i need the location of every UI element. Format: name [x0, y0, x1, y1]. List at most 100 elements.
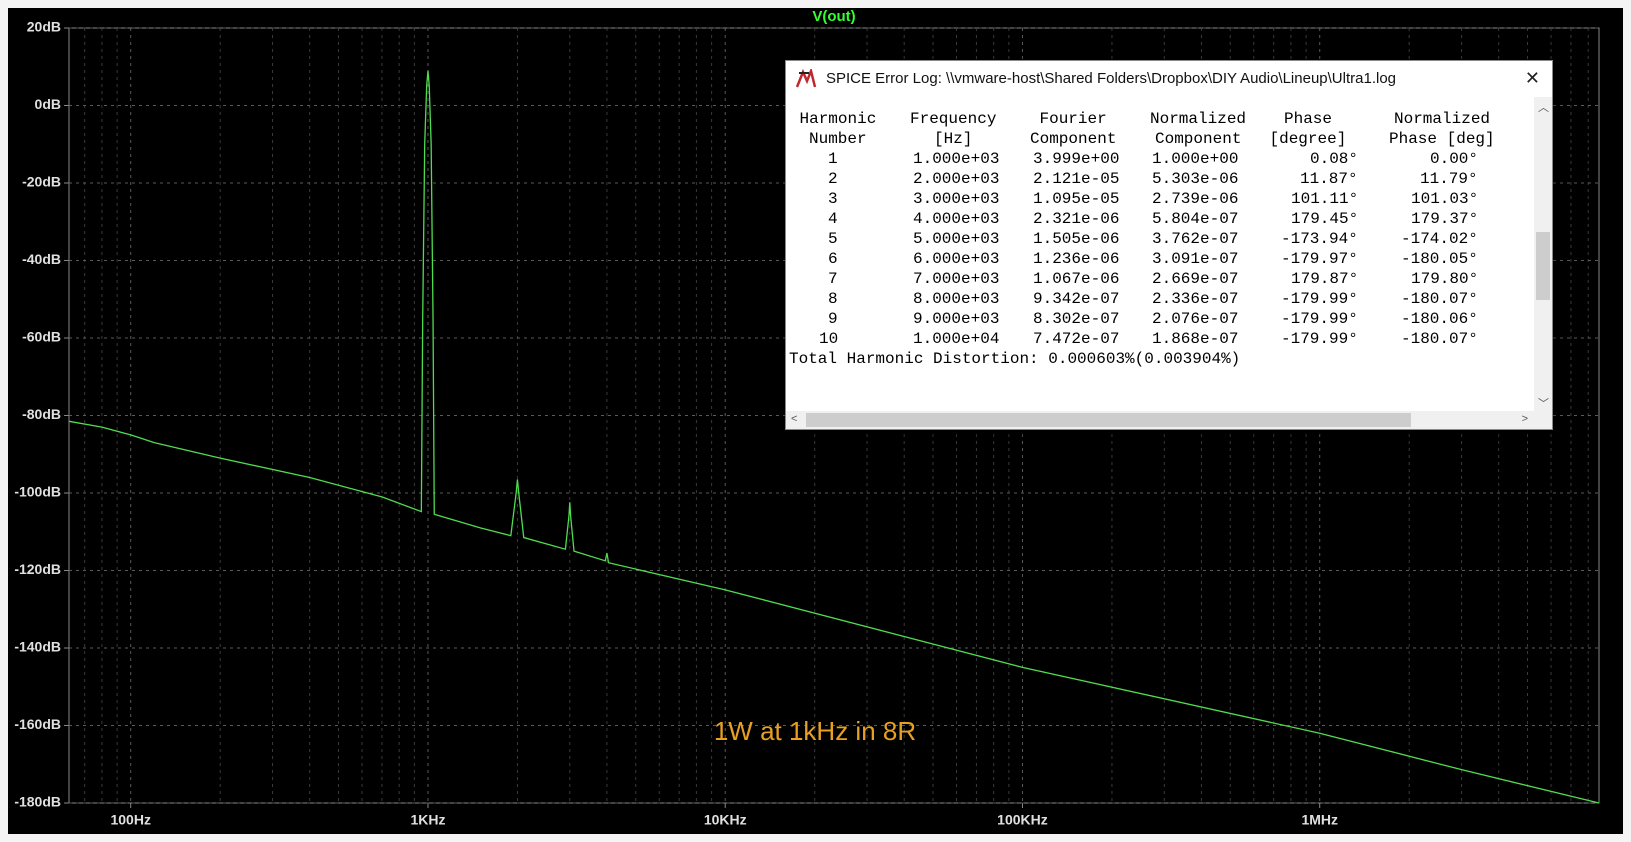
vertical-scrollbar[interactable]: ︿ ﹀	[1534, 97, 1552, 413]
table-cell: 6	[828, 250, 838, 268]
column-header: Number	[809, 130, 867, 148]
table-cell: 0.00°	[1430, 150, 1479, 168]
y-tick-label: -180dB	[14, 794, 61, 810]
horizontal-scrollbar[interactable]: < >	[786, 411, 1552, 429]
column-header: Normalized	[1394, 110, 1491, 128]
scroll-left[interactable]: <	[791, 413, 798, 425]
table-cell: 7.472e-07	[1033, 330, 1120, 348]
column-header: Harmonic	[799, 110, 877, 128]
y-tick-label: -20dB	[22, 174, 61, 190]
table-cell: 1.000e+00	[1152, 150, 1239, 168]
y-tick-label: -80dB	[22, 406, 61, 422]
y-tick-label: -40dB	[22, 251, 61, 267]
legend-label: V(out)	[812, 8, 855, 25]
table-cell: 1	[828, 150, 838, 168]
scroll-up[interactable]: ︿	[1538, 102, 1549, 114]
title-bar: SPICE Error Log: \\vmware-host\Shared Fo…	[786, 61, 1552, 97]
x-tick-label: 100Hz	[110, 812, 150, 828]
summary-line: Total Harmonic Distortion: 0.000603%(0.0…	[789, 350, 1241, 368]
table-cell: 101.11°	[1291, 190, 1359, 208]
table-cell: 1.236e-06	[1033, 250, 1120, 268]
table-cell: 4	[828, 210, 838, 228]
y-tick-label: 20dB	[27, 19, 61, 35]
column-header: [degree]	[1269, 130, 1347, 148]
table-cell: 7	[828, 270, 838, 288]
table-cell: 5	[828, 230, 838, 248]
y-tick-label: -140dB	[14, 639, 61, 655]
table-cell: 2.669e-07	[1152, 270, 1239, 288]
table-cell: 11.87°	[1300, 170, 1358, 188]
y-tick-label: -100dB	[14, 484, 61, 500]
table-cell: 2.336e-07	[1152, 290, 1239, 308]
table-cell: 2.076e-07	[1152, 310, 1239, 328]
x-tick-label: 10KHz	[704, 812, 747, 828]
table-cell: 2.000e+03	[913, 170, 1000, 188]
x-tick-label: 1MHz	[1301, 812, 1338, 828]
table-cell: 5.000e+03	[913, 230, 1000, 248]
column-header: Component	[1030, 130, 1117, 148]
table-cell: 3	[828, 190, 838, 208]
column-header: Normalized	[1150, 110, 1247, 128]
table-cell: 3.091e-07	[1152, 250, 1239, 268]
close-button[interactable]: ✕	[1524, 68, 1540, 88]
table-cell: 2.739e-06	[1152, 190, 1239, 208]
table-cell: 101.03°	[1411, 190, 1479, 208]
table-cell: 9.342e-07	[1033, 290, 1120, 308]
window-title: SPICE Error Log: \\vmware-host\Shared Fo…	[826, 70, 1396, 87]
table-cell: 10	[819, 330, 839, 348]
table-cell: 1.000e+03	[913, 150, 1000, 168]
table-cell: 179.87°	[1291, 270, 1359, 288]
x-tick-label: 100KHz	[997, 812, 1048, 828]
table-cell: -180.07°	[1401, 330, 1478, 348]
scroll-right[interactable]: >	[1521, 413, 1528, 425]
table-cell: 5.804e-07	[1152, 210, 1239, 228]
table-cell: 7.000e+03	[913, 270, 1000, 288]
app-icon	[795, 69, 817, 88]
scroll-thumb[interactable]	[806, 413, 1411, 427]
x-tick-label: 1KHz	[410, 812, 445, 828]
table-cell: 2	[828, 170, 838, 188]
table-cell: 2.121e-05	[1033, 170, 1120, 188]
table-cell: 0.08°	[1310, 150, 1359, 168]
scroll-down[interactable]: ﹀	[1538, 398, 1549, 410]
table-cell: 8	[828, 290, 838, 308]
column-header: Phase [deg]	[1389, 130, 1495, 148]
table-cell: -180.05°	[1401, 250, 1478, 268]
table-cell: -179.99°	[1281, 330, 1358, 348]
column-header: Component	[1155, 130, 1242, 148]
table-cell: 3.762e-07	[1152, 230, 1239, 248]
scroll-thumb[interactable]	[1536, 232, 1550, 300]
table-cell: 6.000e+03	[913, 250, 1000, 268]
table-cell: -179.99°	[1281, 310, 1358, 328]
table-cell: -173.94°	[1281, 230, 1358, 248]
table-cell: 179.37°	[1411, 210, 1479, 228]
trace	[68, 70, 1600, 804]
column-header: [Hz]	[934, 130, 973, 148]
table-cell: 2.321e-06	[1033, 210, 1120, 228]
table-cell: -180.06°	[1401, 310, 1478, 328]
y-tick-label: -160dB	[14, 716, 61, 732]
log-text: Harmonic Number Frequency [Hz] Fourier Compon…	[786, 97, 1535, 413]
table-cell: 8.000e+03	[913, 290, 1000, 308]
table-cell: 3.000e+03	[913, 190, 1000, 208]
table-cell: 1.095e-05	[1033, 190, 1120, 208]
table-cell: 4.000e+03	[913, 210, 1000, 228]
table-cell: 3.999e+00	[1033, 150, 1120, 168]
table-cell: -174.02°	[1401, 230, 1478, 248]
column-header: Phase	[1284, 110, 1333, 128]
table-cell: 1.868e-07	[1152, 330, 1239, 348]
table-cell: 11.79°	[1420, 170, 1478, 188]
table-cell: -180.07°	[1401, 290, 1478, 308]
table-cell: 5.303e-06	[1152, 170, 1239, 188]
error-log-window: SPICE Error Log: \\vmware-host\Shared Fo…	[785, 60, 1553, 430]
column-header: Fourier	[1039, 110, 1107, 128]
table-cell: 1.505e-06	[1033, 230, 1120, 248]
table-cell: 1.067e-06	[1033, 270, 1120, 288]
table-cell: -179.99°	[1281, 290, 1358, 308]
table-cell: 179.80°	[1411, 270, 1479, 288]
y-tick-label: -120dB	[14, 561, 61, 577]
annotation: 1W at 1kHz in 8R	[714, 716, 916, 746]
y-tick-label: -60dB	[22, 329, 61, 345]
column-header: Frequency	[910, 110, 997, 128]
